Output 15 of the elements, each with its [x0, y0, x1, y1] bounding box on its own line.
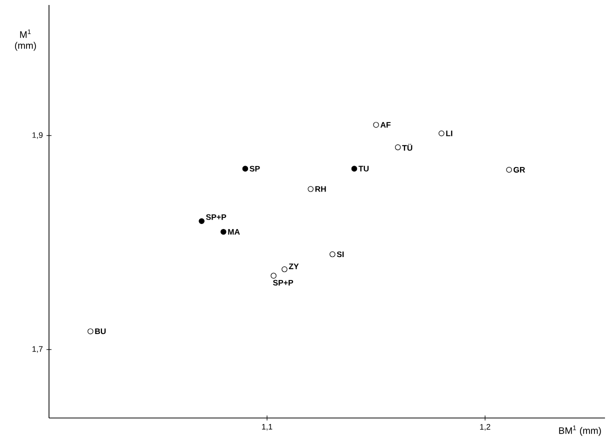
y-axis-title: M$^{1}$ (mm)	[15, 29, 36, 51]
point	[242, 166, 248, 172]
point	[373, 122, 379, 128]
point	[198, 218, 205, 224]
point	[270, 272, 276, 279]
point	[330, 251, 336, 258]
point	[308, 186, 314, 192]
point	[394, 144, 401, 150]
point	[220, 228, 226, 235]
point	[88, 328, 94, 334]
point	[351, 166, 358, 172]
point	[438, 130, 444, 136]
point	[282, 266, 288, 272]
point	[506, 166, 512, 173]
x-axis-title: BM$^{1}$ (mm)	[559, 426, 601, 436]
